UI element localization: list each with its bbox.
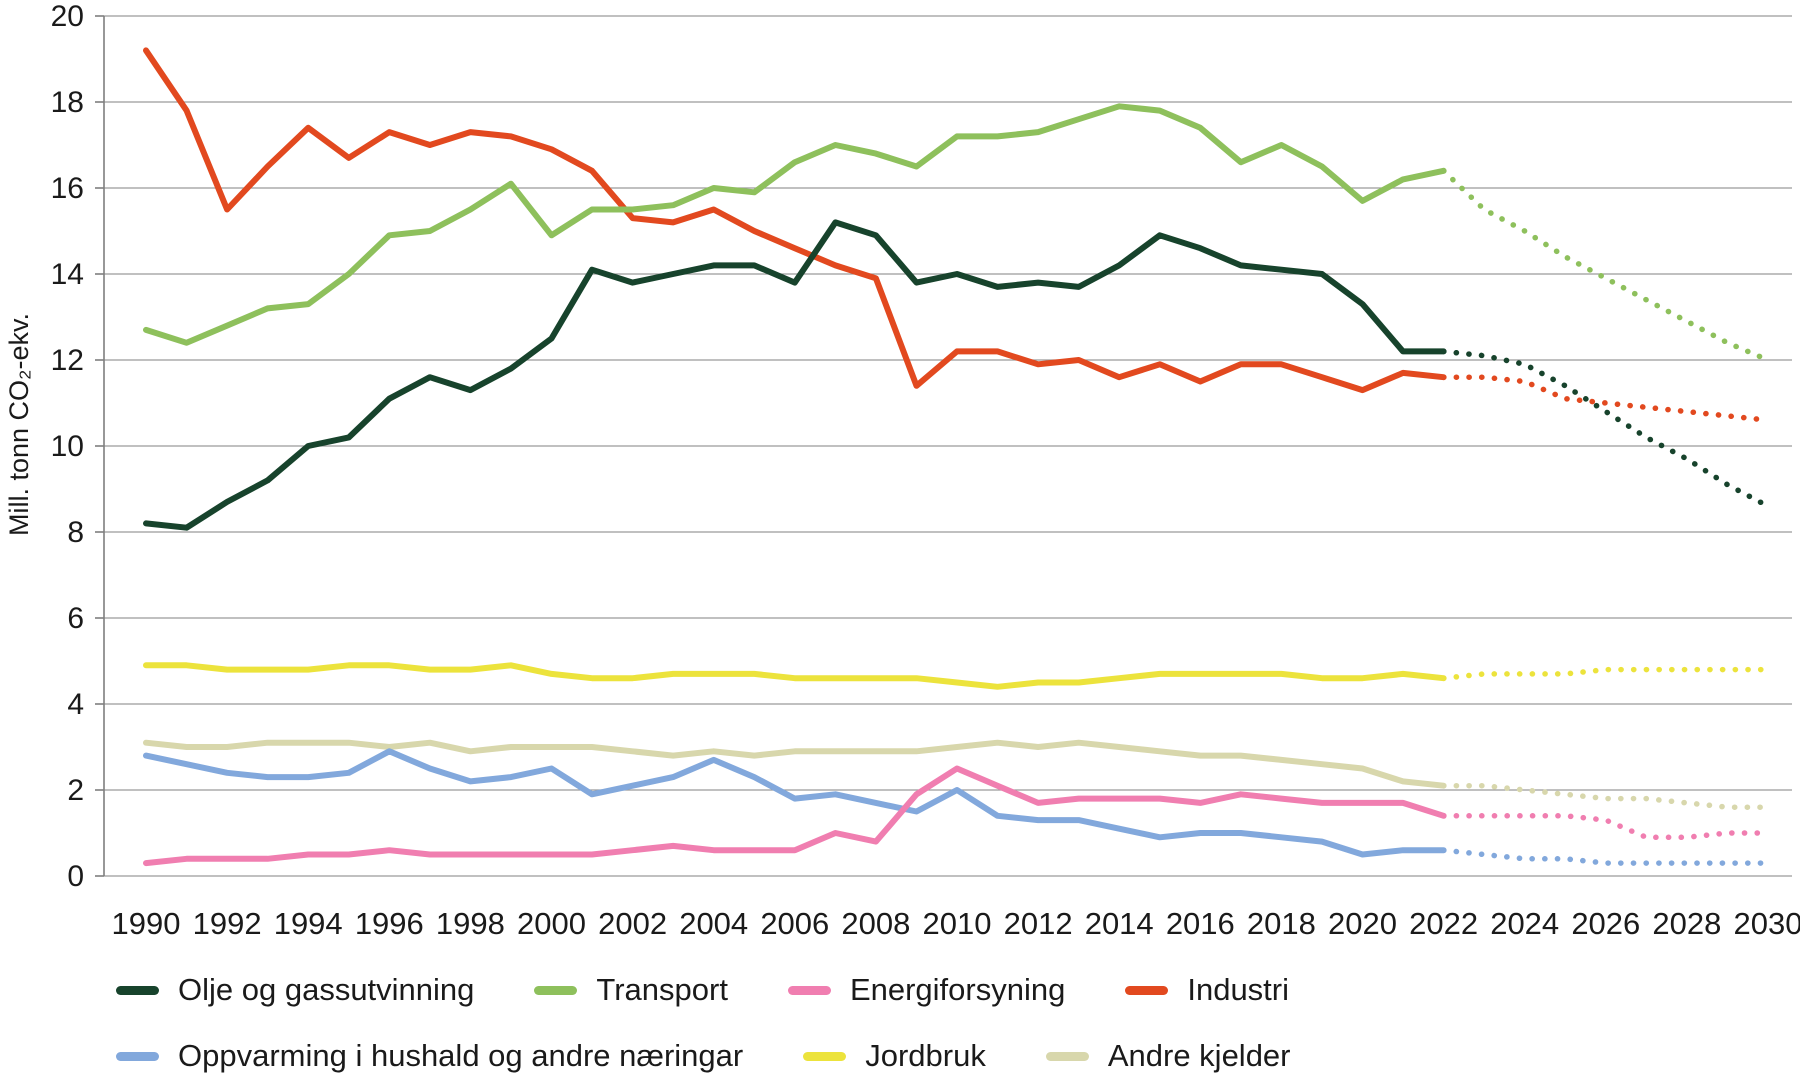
legend-item-energiforsyning: Energiforsyning <box>787 972 1066 1008</box>
y-tick-label-8: 8 <box>67 516 84 549</box>
y-tick-label-12: 12 <box>51 344 84 377</box>
series-line-oppvarming-i-hushald-og-andre-naeringar <box>143 748 1447 858</box>
y-tick-label-10: 10 <box>51 430 84 463</box>
legend-label-energiforsyning: Energiforsyning <box>849 972 1066 1007</box>
legend-marker-industri <box>1125 985 1169 995</box>
legend-marker-olje-og-gassutvinning <box>116 985 159 995</box>
x-tick-label-2014: 2014 <box>1085 906 1154 941</box>
series-line-olje-og-gassutvinning <box>143 219 1447 531</box>
legend-item-transport: Transport <box>534 972 728 1008</box>
series-projection-transport <box>1440 168 1771 363</box>
legend-marker-andre-kjelder <box>1045 1051 1089 1061</box>
legend-row-2: Oppvarming i hushald og andre næringar Jo… <box>116 1038 1291 1074</box>
legend-row-1: Olje og gassutvinning Transport Energifors… <box>116 972 1291 1008</box>
legend-item-olje-og-gassutvinning: Olje og gassutvinning <box>116 972 474 1008</box>
x-tick-label-1996: 1996 <box>355 906 424 941</box>
legend-label-industri: Industri <box>1187 972 1290 1007</box>
x-tick-label-2012: 2012 <box>1004 906 1073 941</box>
x-tick-label-2004: 2004 <box>679 906 748 941</box>
x-tick-label-2016: 2016 <box>1166 906 1235 941</box>
x-tick-label-1992: 1992 <box>193 906 262 941</box>
legend-label-olje-og-gassutvinning: Olje og gassutvinning <box>178 972 475 1007</box>
series-projection-olje-og-gassutvinning <box>1440 348 1771 509</box>
x-tick-label-2026: 2026 <box>1571 906 1640 941</box>
y-tick-label-20: 20 <box>51 0 84 33</box>
y-tick-label-6: 6 <box>67 602 84 635</box>
series-line-jordbruk <box>143 662 1447 690</box>
x-tick-label-2002: 2002 <box>598 906 667 941</box>
legend-label-jordbruk: Jordbruk <box>865 1038 986 1073</box>
legend-item-andre-kjelder: Andre kjelder <box>1045 1038 1291 1074</box>
legend-item-industri: Industri <box>1125 972 1289 1008</box>
y-tick-label-14: 14 <box>51 258 84 291</box>
series-projection-energiforsyning <box>1440 813 1771 841</box>
chart-plot-area: 0 2 4 6 8 10 12 14 16 18 20 1990 1992 1994 1996 1998 200… <box>51 0 1800 941</box>
x-tick-label-2006: 2006 <box>760 906 829 941</box>
legend-label-oppvarming-i-hushald-og-andre-naeringar: Oppvarming i hushald og andre næringar <box>178 1038 744 1073</box>
y-axis-title: Mill. tonn CO₂-ekv. <box>4 312 34 536</box>
series-line-andre-kjelder <box>143 739 1447 789</box>
legend-label-transport: Transport <box>596 972 728 1007</box>
x-tick-label-1994: 1994 <box>274 906 343 941</box>
chart-legend: Olje og gassutvinning Transport Energifors… <box>116 972 1291 1074</box>
series-line-industri <box>143 47 1447 394</box>
legend-item-jordbruk: Jordbruk <box>803 1038 986 1074</box>
series-line-transport <box>143 103 1447 346</box>
x-tick-label-1998: 1998 <box>436 906 505 941</box>
legend-marker-oppvarming-i-hushald-og-andre-naeringar <box>116 1051 159 1061</box>
legend-item-oppvarming-i-hushald-og-andre-naeringar: Oppvarming i hushald og andre næringar <box>116 1038 743 1074</box>
y-tick-label-2: 2 <box>67 774 84 807</box>
legend-marker-energiforsyning <box>787 985 831 995</box>
legend-label-andre-kjelder: Andre kjelder <box>1107 1038 1291 1073</box>
x-tick-label-2000: 2000 <box>517 906 586 941</box>
series-projection-andre-kjelder <box>1440 782 1771 810</box>
y-tick-label-4: 4 <box>67 688 84 721</box>
series-projection-oppvarming-i-hushald-og-andre-naeringar <box>1440 847 1771 866</box>
x-tick-label-2028: 2028 <box>1652 906 1721 941</box>
y-tick-label-16: 16 <box>51 172 84 205</box>
x-tick-label-2008: 2008 <box>841 906 910 941</box>
x-tick-label-2024: 2024 <box>1490 906 1559 941</box>
series-line-energiforsyning <box>143 765 1447 867</box>
series-projection-industri <box>1440 374 1771 423</box>
x-tick-label-2022: 2022 <box>1409 906 1478 941</box>
x-tick-label-2010: 2010 <box>923 906 992 941</box>
x-tick-label-2018: 2018 <box>1247 906 1316 941</box>
y-tick-label-18: 18 <box>51 86 84 119</box>
x-tick-label-2030: 2030 <box>1734 906 1800 941</box>
legend-marker-jordbruk <box>803 1051 847 1061</box>
x-tick-label-2020: 2020 <box>1328 906 1397 941</box>
x-tick-label-1990: 1990 <box>112 906 181 941</box>
y-tick-label-0: 0 <box>67 860 84 893</box>
series-projection-jordbruk <box>1440 666 1771 681</box>
legend-marker-transport <box>534 985 578 995</box>
